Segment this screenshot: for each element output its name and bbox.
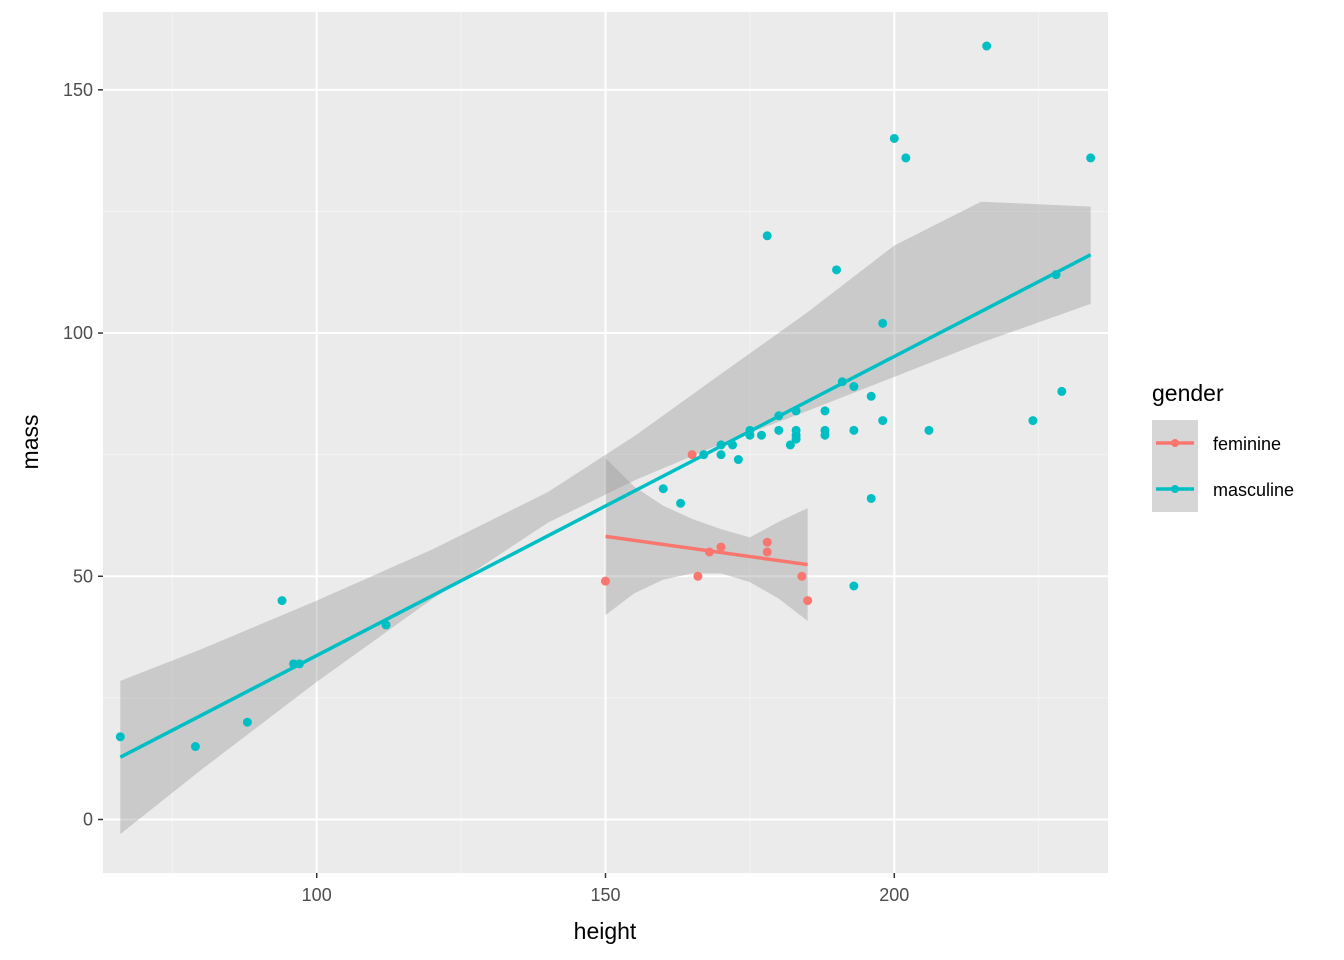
data-point-masculine (716, 450, 726, 460)
legend-key-point-feminine (1171, 439, 1179, 447)
data-point-masculine (982, 41, 992, 51)
data-point-masculine (849, 425, 859, 435)
data-point-masculine (277, 596, 287, 606)
legend-label-feminine: feminine (1213, 434, 1281, 454)
data-point-masculine (1057, 386, 1067, 396)
confidence-ribbon-masculine (120, 201, 1091, 835)
data-point-masculine (889, 133, 899, 143)
data-point-masculine (849, 382, 859, 392)
data-point-masculine (791, 430, 801, 440)
legend-title: gender (1152, 380, 1224, 406)
x-tick-label: 100 (302, 885, 332, 905)
y-axis-title: mass (17, 415, 43, 470)
data-point-masculine (762, 231, 772, 241)
data-point-masculine (1028, 416, 1038, 426)
data-point-masculine (901, 153, 911, 163)
x-tick-label: 150 (590, 885, 620, 905)
legend: gender feminine masculine (1152, 380, 1294, 512)
data-point-feminine (693, 571, 703, 581)
fit-line-masculine (119, 253, 1092, 759)
data-point-masculine (242, 717, 252, 727)
x-axis: 100 150 200 (302, 873, 909, 905)
data-point-feminine (762, 537, 772, 547)
data-point-feminine (797, 571, 807, 581)
y-tick-label: 100 (63, 323, 93, 343)
data-point-masculine (733, 455, 743, 465)
fit-line-feminine (605, 534, 808, 567)
data-point-masculine (774, 425, 784, 435)
data-point-masculine (1086, 153, 1096, 163)
data-point-feminine (687, 450, 697, 460)
data-point-masculine (785, 440, 795, 450)
legend-key-point-masculine (1171, 485, 1179, 493)
data-point-masculine (866, 493, 876, 503)
x-tick-label: 200 (879, 885, 909, 905)
data-point-masculine (676, 498, 686, 508)
y-axis: 0 50 100 150 (63, 80, 103, 829)
data-point-masculine (878, 416, 888, 426)
confidence-ribbon-feminine (605, 458, 808, 622)
confidence-ribbons (120, 201, 1091, 835)
data-point-masculine (866, 391, 876, 401)
data-point-masculine (924, 425, 934, 435)
data-point-masculine (849, 581, 859, 591)
fit-lines (119, 253, 1092, 759)
x-axis-title: height (574, 918, 637, 944)
data-point-feminine (601, 576, 610, 586)
data-points (115, 41, 1096, 752)
data-point-masculine (756, 430, 766, 440)
data-point-masculine (190, 742, 200, 752)
y-tick-label: 50 (73, 566, 93, 586)
data-point-masculine (878, 318, 888, 328)
data-point-feminine (716, 542, 726, 552)
data-point-feminine (762, 547, 772, 557)
data-point-masculine (832, 265, 842, 275)
data-point-feminine (803, 596, 813, 606)
y-tick-label: 150 (63, 80, 93, 100)
legend-label-masculine: masculine (1213, 480, 1294, 500)
major-gridlines (103, 12, 1108, 873)
data-point-masculine (820, 430, 830, 440)
data-point-masculine (658, 484, 668, 494)
y-tick-label: 0 (83, 809, 93, 829)
data-point-masculine (115, 732, 125, 742)
data-point-masculine (820, 406, 830, 416)
